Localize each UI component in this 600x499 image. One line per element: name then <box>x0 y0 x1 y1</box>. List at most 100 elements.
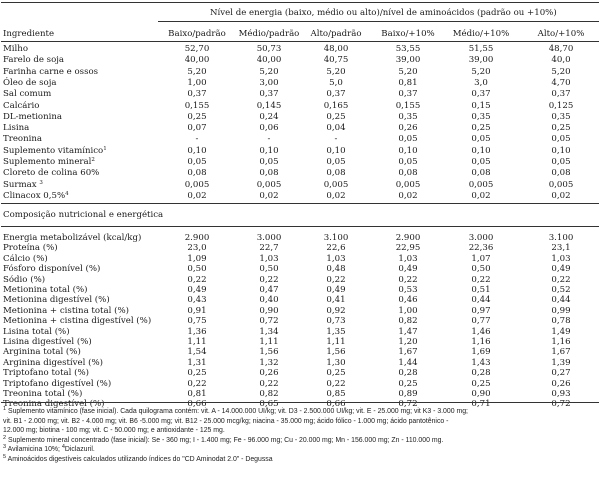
nutrient-value: 0,93 <box>551 389 571 399</box>
nutrient-value: 0,49 <box>326 285 346 295</box>
ingredient-value: 53,55 <box>395 44 421 54</box>
ingredient-value: 3,00 <box>259 77 279 88</box>
nutrient-name: Metionina + cistina total (%) <box>3 305 129 316</box>
column-header: Baixo/+10% <box>381 29 435 39</box>
nutrient-value: 0,77 <box>471 316 491 327</box>
ingredient-value: 0,05 <box>551 134 571 145</box>
nutrient-value: 0,50 <box>187 264 207 275</box>
nutrient-value: 0,48 <box>326 264 346 275</box>
ingredient-name: Suplemento vitamínico1 <box>3 145 107 156</box>
ingredient-value: 0,005 <box>256 179 282 190</box>
nutrient-value: 0,53 <box>398 285 418 295</box>
ingredient-value: 0,155 <box>184 100 210 111</box>
ingredient-name: Cloreto de colina 60% <box>3 168 100 179</box>
nutrient-value: 0,49 <box>187 285 207 295</box>
nutrient-name: Lisina total (%) <box>3 326 70 337</box>
ingredient-value: 0,05 <box>398 157 418 167</box>
ingredient-name: Milho <box>3 44 29 54</box>
ingredient-value: 40,0 <box>551 55 571 66</box>
ingredient-name: Treonina <box>3 134 43 145</box>
ingredient-value: 0,10 <box>326 145 346 156</box>
nutrient-value: 0,41 <box>326 295 346 306</box>
nutrient-value: 23,0 <box>187 243 207 254</box>
ingredient-value: 0,05 <box>259 157 279 167</box>
nutrient-value: 1,00 <box>398 305 418 316</box>
footnote-marker: 4 <box>65 190 69 197</box>
footnote-marker: 3 <box>39 179 43 186</box>
ingredient-name: Farelo de soja <box>3 55 65 66</box>
nutrient-value: 0,44 <box>551 295 571 306</box>
footnote-number: 2 <box>3 434 7 441</box>
ingredient-name: Farinha carne e ossos <box>3 66 99 77</box>
nutrient-value: 0,66 <box>187 399 207 410</box>
nutrient-name: Metionina + cistina digestível (%) <box>3 316 152 327</box>
ingredient-value: 0,10 <box>259 145 279 156</box>
nutrient-value: 0,72 <box>259 316 279 327</box>
nutrient-value: 1,56 <box>326 347 346 358</box>
ingredient-value: 0,005 <box>395 179 421 190</box>
nutrient-value: 1,44 <box>398 357 418 368</box>
nutrient-value: 2.900 <box>184 233 210 243</box>
ingredient-value: 0,05 <box>187 157 207 167</box>
nutrient-name: Arginina total (%) <box>3 347 81 358</box>
nutrient-value: 3.000 <box>256 233 282 243</box>
nutrient-name: Treonina total (%) <box>3 389 83 399</box>
nutrient-value: 0,26 <box>259 368 279 379</box>
nutrient-value: 1,16 <box>471 337 491 347</box>
ingredient-value: 5,20 <box>398 66 418 77</box>
nutrient-value: 1,09 <box>187 253 207 264</box>
ingredient-value: 5,20 <box>551 66 571 77</box>
nutrient-value: 0,65 <box>259 399 279 410</box>
ingredient-value: 48,00 <box>323 44 349 54</box>
ingredient-name: DL-metionina <box>3 111 63 122</box>
nutrient-value: 1,03 <box>326 253 346 264</box>
ingredient-value: 0,35 <box>471 111 491 122</box>
ingredient-value: 0,005 <box>548 179 574 190</box>
nutrient-value: 0,92 <box>326 305 346 316</box>
nutrient-value: 3.000 <box>468 233 494 243</box>
top-rule <box>1 2 599 3</box>
nutrient-value: 1,03 <box>398 253 418 264</box>
footnote-line: 5 Aminoácidos digestíveis calculados uti… <box>3 454 273 463</box>
column-header: Alto/+10% <box>537 29 585 39</box>
nutrient-value: 1,34 <box>259 326 279 337</box>
ingredient-value: 0,10 <box>551 145 571 156</box>
ingredient-value: 0,02 <box>551 190 571 201</box>
ingredient-value: 0,06 <box>259 123 279 134</box>
nutrient-value: 0,43 <box>187 295 207 306</box>
header-rule <box>1 41 599 42</box>
nutrient-value: 0,99 <box>551 305 571 316</box>
nutrient-value: 0,22 <box>326 378 346 389</box>
nutrient-value: 0,73 <box>326 316 346 327</box>
column-header: Médio/+10% <box>452 29 510 39</box>
ingredient-value: 51,55 <box>468 44 494 54</box>
footnote-number: 5 <box>3 454 7 460</box>
nutrient-value: 3.100 <box>323 233 349 243</box>
ingredient-value: 0,02 <box>471 190 491 201</box>
ingredient-value: 0,02 <box>259 190 279 201</box>
nutrient-name: Metionina digestível (%) <box>3 295 110 306</box>
nutrient-value: 22,6 <box>326 243 346 254</box>
nutrient-value: 3.100 <box>548 233 574 243</box>
nutrient-name: Cálcio (%) <box>3 253 48 264</box>
nutrient-value: 0,22 <box>471 274 491 285</box>
ingredient-value: 0,08 <box>398 168 418 179</box>
ingredient-value: 5,0 <box>329 77 343 88</box>
nutrient-value: 0,44 <box>471 295 491 306</box>
nutrient-value: 1,31 <box>187 357 207 368</box>
nutrient-value: 1,03 <box>259 253 279 264</box>
ingredient-value: 0,37 <box>398 89 418 100</box>
nutrient-value: 1,11 <box>259 337 279 347</box>
ingredient-name: Lisina <box>3 123 30 134</box>
nutrient-name: Lisina digestível (%) <box>3 337 92 347</box>
nutrient-name: Treonina digestível (%) <box>3 399 105 410</box>
ingredient-value: 0,37 <box>187 89 207 100</box>
nutrient-value: 1,36 <box>187 326 207 337</box>
footnote-line: 3 Avilamicina 10%; 4Diclazuril. <box>3 444 95 454</box>
nutrient-value: 1,67 <box>551 347 571 358</box>
footnote-marker: 2 <box>91 157 95 163</box>
ingredient-name: Clinacox 0,5%4 <box>3 190 69 201</box>
nutrient-value: 1,46 <box>471 326 491 337</box>
nutrient-value: 23,1 <box>551 243 571 254</box>
nutrient-value: 1,47 <box>398 326 418 337</box>
